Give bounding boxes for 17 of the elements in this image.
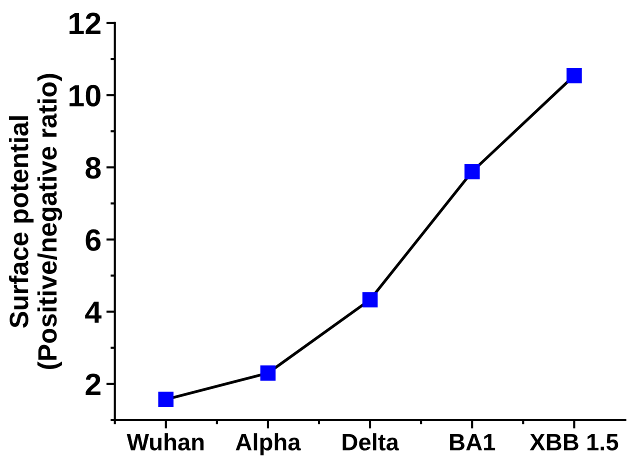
point bbox=[158, 392, 174, 408]
point bbox=[260, 365, 276, 381]
x-tick-label: BA1 bbox=[450, 434, 496, 450]
y-tick-label: 8 bbox=[86, 157, 101, 179]
x-tick-label: XBB 1.5 bbox=[530, 434, 618, 451]
point bbox=[566, 68, 582, 84]
y-axis-title: Surface potential (Positive/negative ratio) bbox=[8, 74, 62, 369]
y-tick-label: 10 bbox=[70, 84, 100, 107]
y-tick-label: 2 bbox=[86, 374, 100, 395]
y-tick-label: 4 bbox=[85, 302, 102, 323]
x-tick-label: Alpha bbox=[236, 433, 301, 456]
x-tick-label: Wuhan bbox=[126, 433, 204, 451]
point bbox=[362, 292, 378, 308]
x-tick-label: Delta bbox=[342, 433, 400, 451]
y-tick-label: 6 bbox=[86, 229, 101, 251]
point bbox=[464, 164, 480, 180]
y-tick-label: 12 bbox=[70, 12, 100, 34]
